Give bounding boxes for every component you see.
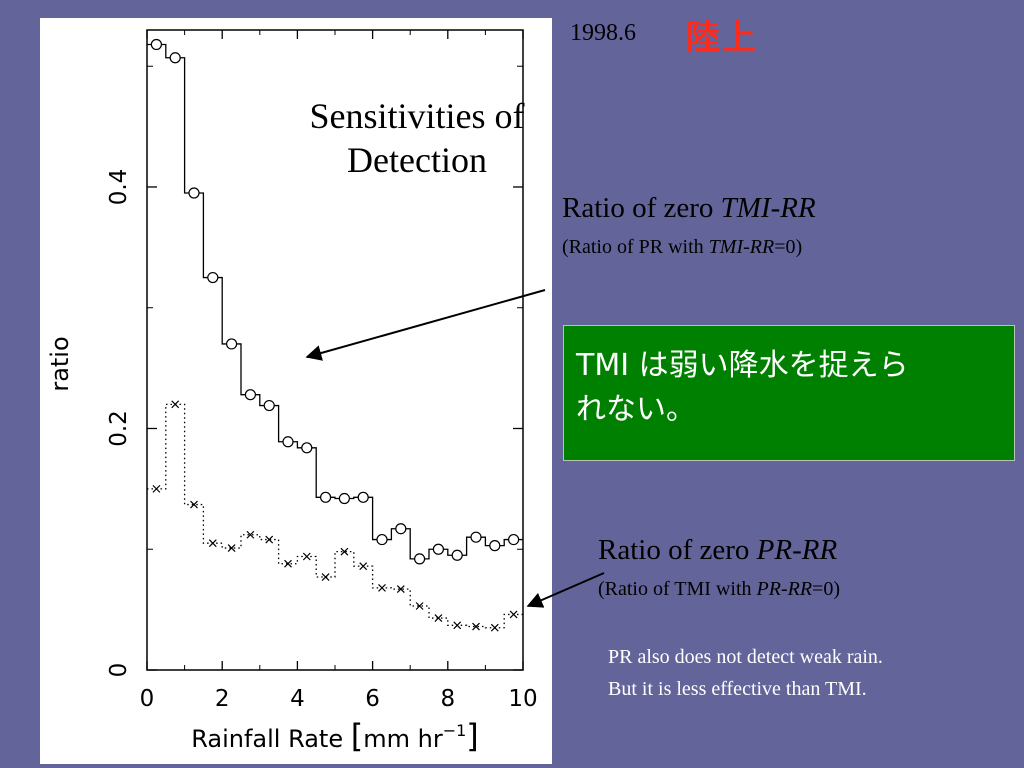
series-2-point bbox=[434, 614, 443, 623]
series-1-point bbox=[357, 491, 369, 503]
series-1-point bbox=[282, 436, 294, 448]
series-2-point bbox=[490, 623, 499, 632]
pr-annotation-sub-italic: PR-RR bbox=[756, 578, 813, 600]
series-1-point bbox=[301, 442, 313, 454]
series-2-point bbox=[415, 602, 424, 610]
x-tick-label: 2 bbox=[215, 686, 230, 712]
series-2-point bbox=[321, 573, 330, 581]
pr-annotation-title-italic: PR-RR bbox=[756, 534, 838, 566]
pr-annotation-sub-1: (Ratio of TMI with bbox=[598, 578, 757, 600]
x-tick-label: 6 bbox=[365, 686, 380, 712]
series-1-point bbox=[508, 533, 520, 546]
series-2-point bbox=[171, 400, 180, 409]
chart-title-line-2: Detection bbox=[347, 140, 487, 180]
series-2-point bbox=[190, 500, 198, 509]
series-1-point bbox=[376, 533, 388, 546]
tmi-callout-box: TMI は弱い降水を捉えら れない。 bbox=[563, 325, 1015, 461]
series-2-point bbox=[359, 562, 368, 571]
pr-annotation-title: Ratio of zero PR-RR bbox=[598, 534, 837, 567]
region-label: 陸上 bbox=[686, 18, 758, 58]
x-axis-label-unit: mm hr bbox=[363, 725, 443, 753]
series-1-point bbox=[226, 338, 238, 350]
x-axis-label: Rainfall Rate [mm hr−1] bbox=[191, 717, 479, 755]
series-2-point bbox=[284, 559, 292, 568]
tmi-annotation-title-plain: Ratio of zero bbox=[562, 192, 721, 224]
chart-title: Sensitivities of Detection bbox=[272, 94, 562, 182]
series-2-point bbox=[227, 544, 236, 552]
series-1-point bbox=[188, 187, 200, 199]
tmi-annotation-sub: (Ratio of PR with TMI-RR=0) bbox=[562, 236, 802, 259]
chart-title-line-1: Sensitivities of bbox=[309, 96, 525, 136]
series-1-point bbox=[338, 492, 350, 505]
y-axis-label: ratio bbox=[46, 336, 74, 391]
x-tick-label: 10 bbox=[508, 686, 537, 712]
y-tick-label: 0.2 bbox=[106, 410, 132, 447]
pr-annotation-title-plain: Ratio of zero bbox=[598, 534, 757, 566]
x-tick-label: 4 bbox=[290, 686, 305, 712]
tmi-callout-line-2: れない。 bbox=[576, 392, 696, 427]
note-line-2: But it is less effective than TMI. bbox=[608, 678, 867, 700]
series-1-point bbox=[432, 543, 444, 555]
date-label: 1998.6 bbox=[570, 20, 636, 46]
tmi-annotation-sub-italic: TMI-RR bbox=[708, 236, 775, 258]
x-axis-bracket-close: ] bbox=[466, 717, 478, 755]
note-line-1: PR also does not detect weak rain. bbox=[608, 646, 883, 668]
series-2-point bbox=[453, 621, 462, 630]
series-1-point bbox=[451, 549, 463, 561]
series-1-point bbox=[395, 523, 407, 535]
plot-panel: 0 2 4 6 8 10 0 0.2 0.4 ratio Rainfall Rate [mm … bbox=[40, 18, 552, 764]
tmi-annotation-sub-1: (Ratio of PR with bbox=[562, 236, 709, 258]
series-layer bbox=[147, 38, 523, 632]
series-2-point bbox=[378, 583, 386, 592]
y-ticks: 0 0.2 0.4 bbox=[106, 65, 523, 678]
series-2-step-line bbox=[147, 403, 523, 629]
series-1-point bbox=[150, 38, 163, 51]
tmi-annotation-title: Ratio of zero TMI-RR bbox=[562, 192, 816, 225]
series-2-point bbox=[208, 539, 217, 548]
series-2-point bbox=[265, 535, 274, 544]
y-tick-label: 0.4 bbox=[106, 169, 132, 206]
x-axis-bracket-open: [ bbox=[351, 717, 363, 755]
series-2-point bbox=[302, 552, 311, 561]
x-ticks: 0 2 4 6 8 10 bbox=[140, 30, 538, 712]
chart: 0 2 4 6 8 10 0 0.2 0.4 ratio Rainfall Rate [mm … bbox=[46, 29, 538, 755]
x-axis-label-main: Rainfall Rate bbox=[191, 725, 351, 753]
series-2-point bbox=[472, 622, 480, 631]
series-2-point bbox=[396, 585, 405, 594]
series-1-point bbox=[169, 52, 181, 64]
series-2-point bbox=[340, 547, 349, 556]
tmi-annotation-title-italic: TMI-RR bbox=[720, 192, 816, 224]
series-1-point bbox=[244, 389, 256, 401]
series-2-point bbox=[152, 484, 161, 493]
x-tick-label: 8 bbox=[440, 686, 455, 712]
x-tick-label: 0 bbox=[140, 686, 155, 712]
series-1-point bbox=[207, 271, 219, 284]
series-1-point bbox=[489, 540, 501, 552]
series-1-point bbox=[320, 491, 332, 503]
pr-annotation-sub: (Ratio of TMI with PR-RR=0) bbox=[598, 578, 840, 601]
tmi-annotation-sub-2: =0) bbox=[774, 236, 803, 258]
series-2-point bbox=[246, 530, 255, 539]
y-tick-label: 0 bbox=[106, 663, 132, 678]
series-1-point bbox=[263, 399, 275, 412]
pr-annotation-sub-2: =0) bbox=[812, 578, 840, 600]
series-1-point bbox=[470, 531, 482, 543]
tmi-callout-line-1: TMI は弱い降水を捉えら bbox=[576, 348, 909, 383]
series-1-point bbox=[414, 553, 426, 565]
series-2-point bbox=[509, 610, 518, 619]
x-axis-label-exponent: −1 bbox=[443, 721, 467, 740]
